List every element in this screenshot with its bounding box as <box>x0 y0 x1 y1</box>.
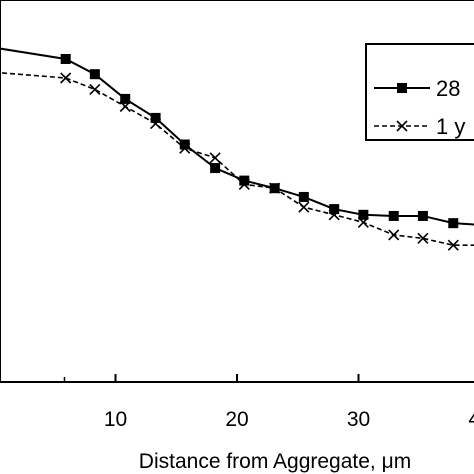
x-tick-label: 20 <box>225 408 248 431</box>
data-point-x <box>238 178 250 190</box>
series-1 <box>0 47 474 229</box>
legend-box <box>365 43 474 141</box>
data-point-x <box>357 216 369 228</box>
data-point-x <box>89 83 101 95</box>
data-point-square <box>150 112 161 123</box>
data-point-x <box>388 229 400 241</box>
data-point-x <box>179 142 191 154</box>
data-point-x <box>298 201 310 213</box>
data-point-x <box>328 209 340 221</box>
data-point-square <box>89 69 100 80</box>
data-point-x <box>119 100 131 113</box>
x-axis-label: Distance from Aggregate, μm <box>139 450 411 473</box>
data-point-x <box>447 239 459 251</box>
series-line <box>0 71 474 246</box>
data-point-square <box>210 163 221 174</box>
data-point-square <box>388 210 399 221</box>
data-point-square <box>448 218 459 229</box>
series-2 <box>0 71 474 251</box>
data-point-square <box>239 175 250 186</box>
series-layer <box>0 47 474 251</box>
data-point-square <box>298 191 309 202</box>
data-point-x <box>417 232 429 244</box>
series-line <box>0 47 474 226</box>
data-point-square <box>120 93 131 104</box>
data-point-square <box>417 210 428 221</box>
legend: 28 1 y <box>365 43 474 141</box>
data-point-x <box>209 152 221 164</box>
legend-entry: 1 y <box>374 114 465 139</box>
data-point-x <box>60 72 72 84</box>
legend-label: 1 y <box>436 114 465 139</box>
x-tick-label: 40 <box>468 408 474 431</box>
x-tick-label: 10 <box>104 408 127 431</box>
data-point-square <box>329 204 340 215</box>
data-point-x <box>150 118 162 130</box>
data-point-x <box>269 182 281 194</box>
legend-entry: 28 <box>374 76 460 101</box>
legend-marker-square <box>397 83 407 93</box>
data-point-square <box>358 209 369 220</box>
data-point-square <box>179 139 190 150</box>
legend-label: 28 <box>436 76 460 101</box>
data-point-square <box>60 54 71 64</box>
legend-marker-x <box>396 120 408 132</box>
x-tick-label: 30 <box>347 408 370 431</box>
